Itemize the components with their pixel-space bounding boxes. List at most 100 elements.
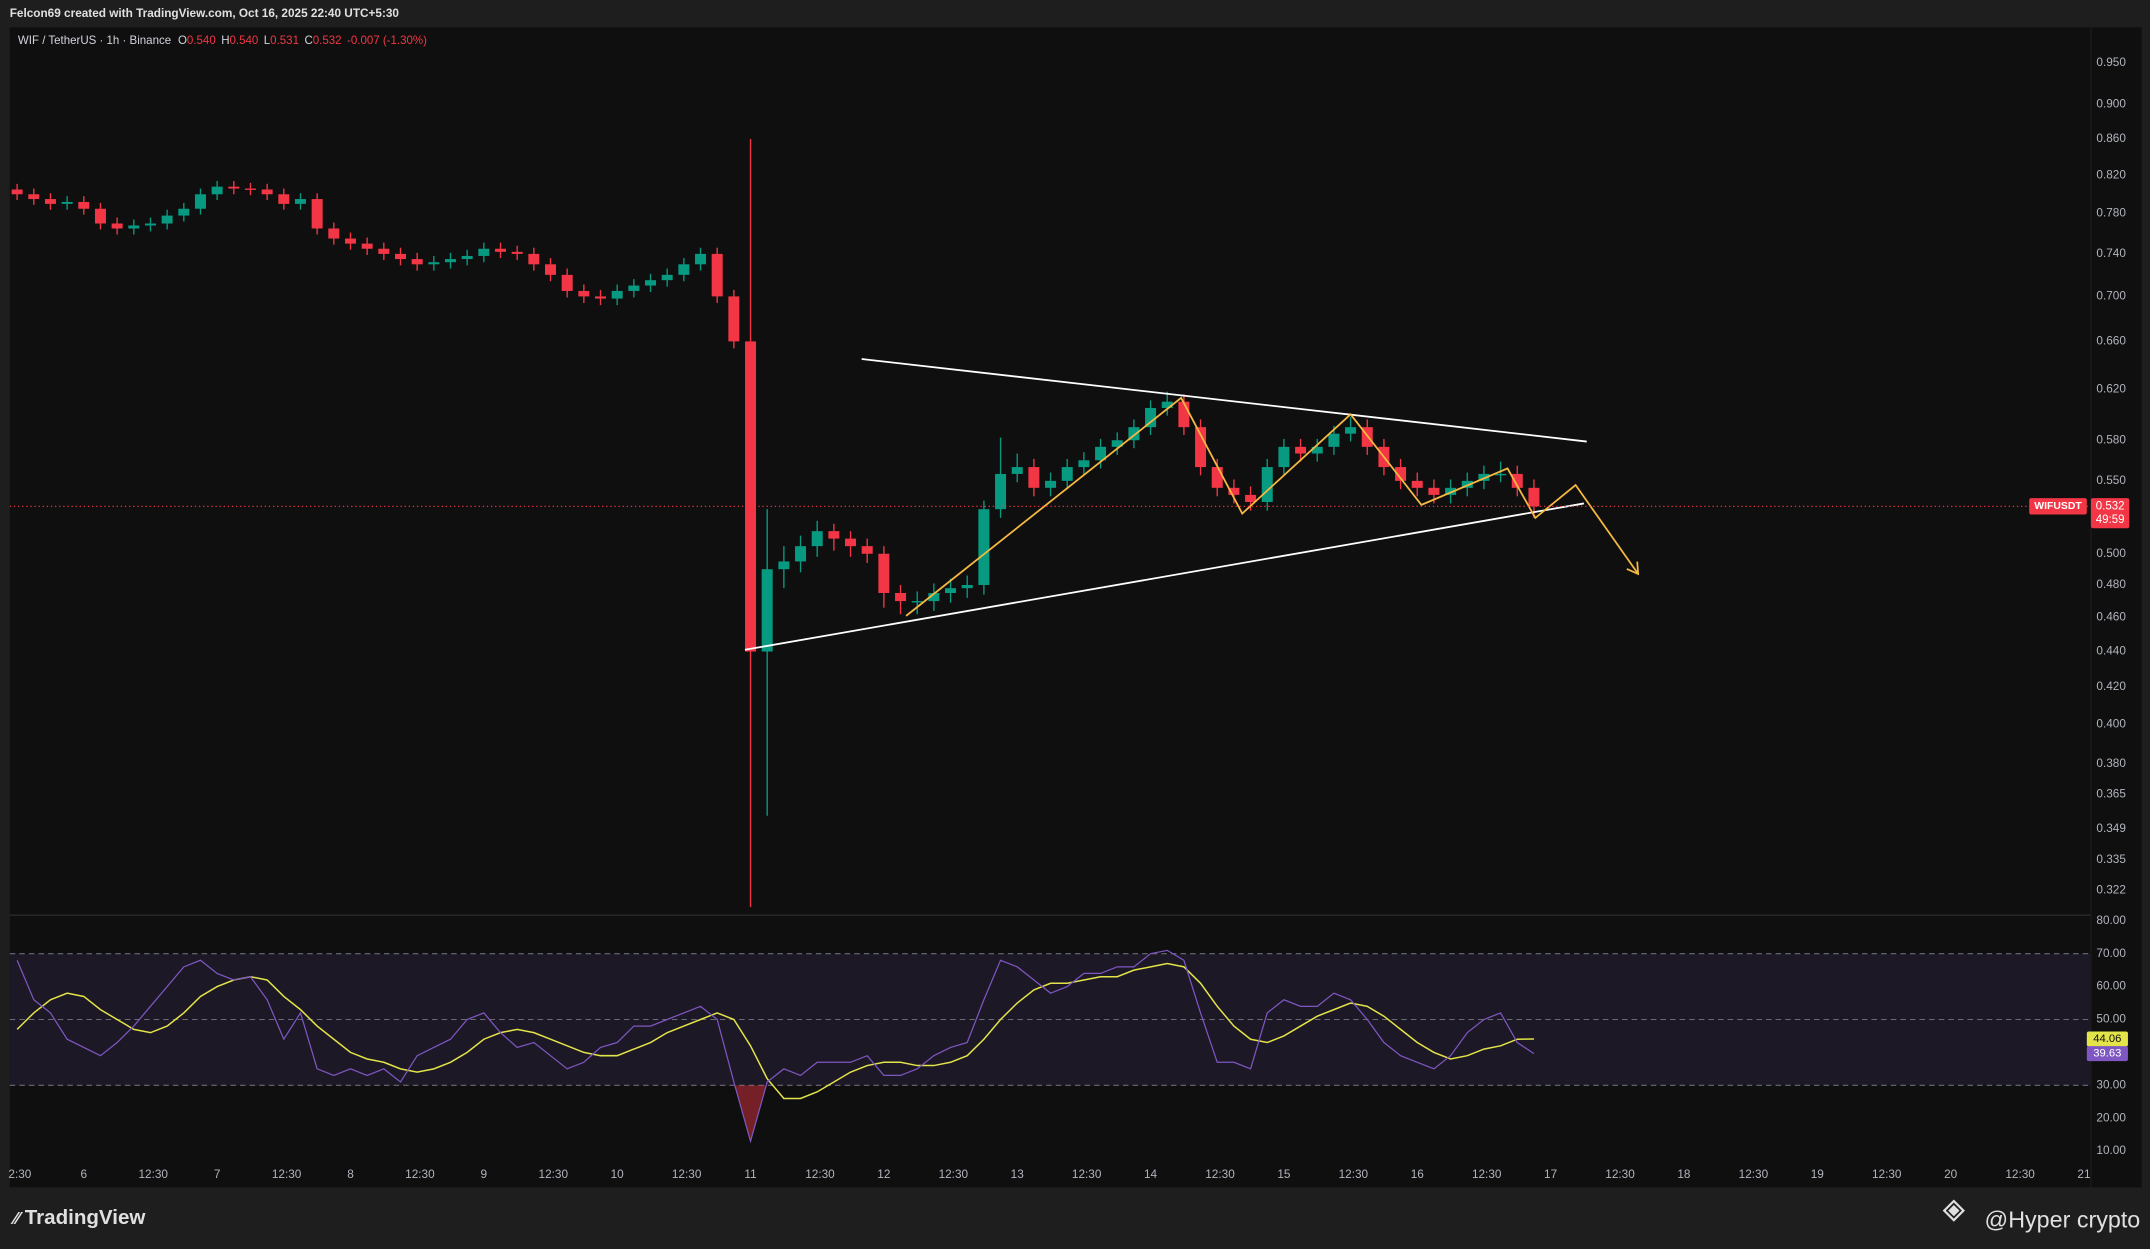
symbol-tag-bg [2029, 498, 2087, 515]
x-tick-label: 6 [81, 1168, 88, 1181]
x-tick-label: 12:30 [939, 1168, 969, 1181]
candle-body [461, 255, 473, 260]
rsi-tick-label: 30.00 [2096, 1078, 2126, 1091]
candle-body [728, 296, 740, 342]
candle-body [1478, 473, 1490, 481]
price-tag-bg [2090, 498, 2130, 529]
candle-body [1311, 446, 1323, 454]
rsi-tag: 39.63 [2093, 1048, 2121, 1060]
ohlc-key: C [304, 35, 312, 47]
candle-body [628, 285, 640, 291]
axes: 2:30 6 12:30 7 12:30 8 12:30 9 12:30 10 12:30 11 12:… [8, 27, 2142, 1188]
candle-body [178, 208, 190, 216]
y-tick-label: 0.950 [2096, 56, 2126, 69]
candle-body [645, 280, 657, 286]
candle-body [961, 584, 973, 589]
x-tick-label: 12:30 [1072, 1168, 1102, 1181]
y-tick-label: 0.550 [2096, 474, 2126, 487]
candle-body [778, 561, 790, 570]
candle-body [495, 248, 507, 252]
x-tick-label: 10 [611, 1168, 625, 1181]
candle-body [328, 228, 340, 239]
candle-body [228, 186, 240, 189]
rsi-pane [9, 949, 2091, 1144]
candle-body [545, 264, 557, 275]
candle-body [1328, 433, 1340, 447]
x-tick-label: 13 [1011, 1168, 1025, 1181]
candle-body [411, 259, 423, 265]
candle-body [911, 601, 923, 603]
candle-body [211, 186, 223, 195]
candle-body [1145, 407, 1157, 428]
candle-body [311, 199, 323, 229]
x-tick-label: 21 [2077, 1168, 2090, 1181]
candle-body [278, 194, 290, 204]
x-tick-label: 12:30 [1739, 1168, 1769, 1181]
candle-body [378, 248, 390, 254]
candle-body [1178, 401, 1190, 428]
rsi-tag-bg [2086, 1031, 2128, 1047]
rsi-tick-label: 70.00 [2096, 947, 2126, 960]
diamond-core [1948, 1204, 1960, 1217]
candle-body [61, 201, 73, 204]
candle-body [828, 531, 840, 539]
x-tick-label: 12:30 [1472, 1168, 1502, 1181]
y-tick-label: 0.420 [2096, 680, 2126, 693]
candle-body [444, 259, 456, 263]
candle-body [1111, 440, 1123, 447]
candle-body [344, 238, 356, 244]
rsi-line [16, 962, 1534, 1100]
candle-body [1211, 467, 1223, 488]
candle-body [561, 274, 573, 291]
candle-body [1511, 473, 1523, 488]
y-tick-label: 0.380 [2096, 757, 2126, 770]
candle-body [1128, 427, 1140, 441]
y-tick-label: 0.860 [2096, 132, 2126, 145]
candle-body [1078, 460, 1090, 468]
x-tick-label: 12:30 [139, 1168, 169, 1181]
credit: Felcon69 created with TradingView.com, O… [10, 7, 400, 20]
candle-body [695, 253, 707, 265]
candle-body [78, 201, 90, 209]
candle-body [1528, 487, 1540, 507]
candle-body [1278, 446, 1290, 468]
x-tick-label: 18 [1677, 1168, 1691, 1181]
y-tick-label: 0.780 [2096, 207, 2126, 220]
candle-body [745, 341, 757, 652]
candle-body [511, 251, 523, 254]
candle-body [194, 194, 206, 209]
candle-body [161, 215, 173, 224]
y-tick-label: 0.820 [2096, 168, 2126, 181]
x-tick-label: 12:30 [2005, 1168, 2035, 1181]
drawing [905, 396, 1639, 617]
rsi-line [16, 949, 1535, 1144]
candle-body [1061, 467, 1073, 481]
x-tick-label: 15 [1277, 1168, 1291, 1181]
y-tick-label: 0.460 [2096, 611, 2126, 624]
symbol: WIF / TetherUS · 1h · Binance [18, 35, 171, 47]
candle-body [1428, 487, 1440, 495]
candle-body [995, 473, 1007, 510]
price-axis-bg [2090, 27, 2142, 1188]
price-tag: 0.532 [2096, 500, 2125, 512]
y-tick-label: 0.660 [2096, 335, 2126, 348]
x-tick-label: 12:30 [1339, 1168, 1369, 1181]
y-tick-label: 0.335 [2096, 853, 2126, 866]
y-tick-label: 0.349 [2096, 822, 2125, 835]
candle-body [878, 553, 890, 593]
ohlc-value: 0.540 [230, 35, 259, 47]
x-tick-label: 14 [1144, 1168, 1158, 1181]
candle-body [1261, 467, 1273, 503]
rsi-tick-label: 20.00 [2096, 1111, 2126, 1124]
y-tick-label: 0.322 [2096, 883, 2125, 896]
x-tick-label: 2:30 [8, 1168, 31, 1181]
candle-body [1345, 427, 1357, 434]
drawing [861, 358, 1587, 443]
brand: ⁄⁄ TradingView [10, 1206, 147, 1229]
candle-body [261, 189, 273, 195]
diamond [1942, 1199, 1965, 1222]
candle-body [678, 264, 690, 275]
candle-body [1461, 480, 1473, 488]
x-tick-label: 20 [1944, 1168, 1958, 1181]
